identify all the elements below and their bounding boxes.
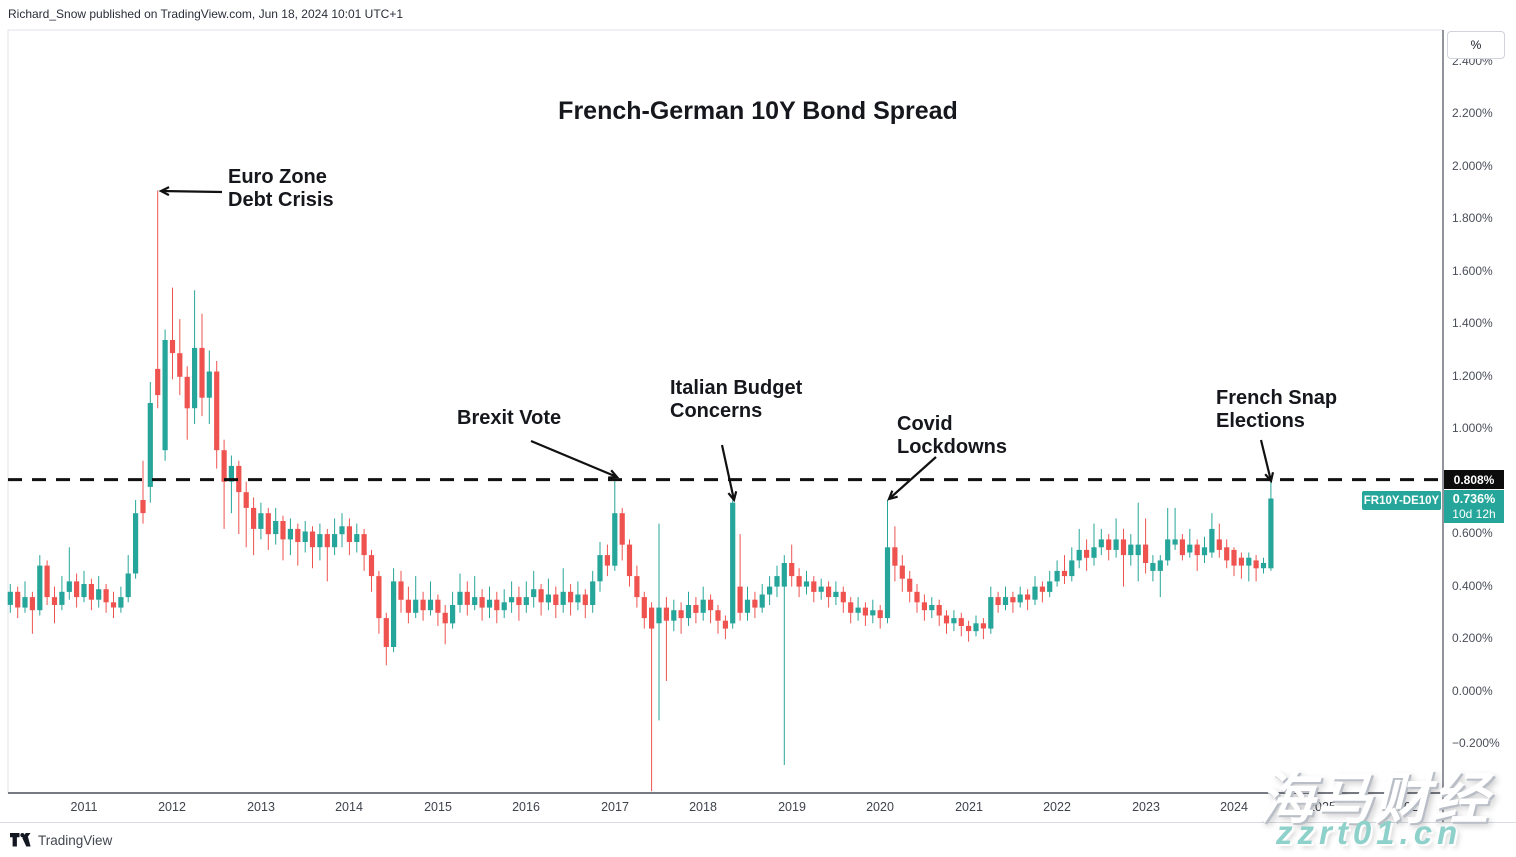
time-axis-label: 2013 [247, 800, 275, 814]
annotation-text-line: Concerns [670, 400, 763, 422]
bar-countdown: 10d 12h [1452, 506, 1496, 521]
price-axis-label: 0.200% [1452, 631, 1493, 645]
price-axis-label: 0.400% [1452, 579, 1493, 593]
time-axis-label: 2016 [512, 800, 540, 814]
pane-borders [7, 29, 1444, 822]
footer-bar: TradingView [0, 822, 1516, 857]
time-axis-label: 2017 [601, 800, 629, 814]
tradingview-logo-icon[interactable] [10, 832, 31, 848]
annotation-text-line: Lockdowns [897, 436, 1008, 458]
time-axis-label: 2011 [70, 800, 98, 814]
price-axis-label: 1.000% [1452, 421, 1493, 435]
price-axis-label: 0.000% [1452, 684, 1493, 698]
annotation-brexit-vote: Brexit Vote [457, 407, 561, 430]
price-axis-label: 1.800% [1452, 211, 1493, 225]
time-axis-label: 2015 [424, 800, 452, 814]
candlesticks[interactable] [7, 190, 1274, 792]
annotation-arrows [158, 186, 1275, 503]
annotation-text-line: French Snap [1216, 387, 1338, 409]
time-axis-label: 2025 [1308, 800, 1336, 814]
percent-unit-button[interactable]: % [1447, 31, 1505, 59]
watermark-chinese: 海马财经 [1258, 767, 1490, 830]
price-axis-label: 2.200% [1452, 106, 1493, 120]
annotation-text-line: Elections [1216, 410, 1305, 432]
annotation-text-line: Italian Budget [670, 377, 803, 399]
time-axis-label: 2021 [955, 800, 983, 814]
time-axis-label: 2018 [689, 800, 717, 814]
chart-title: French-German 10Y Bond Spread [558, 97, 958, 125]
time-axis-label: 2024 [1220, 800, 1248, 814]
annotation-euro-zone-debt-crisis: Euro Zone Debt Crisis [228, 166, 334, 212]
price-axis-label: 1.600% [1452, 264, 1493, 278]
time-axis-label: 2014 [335, 800, 363, 814]
annotation-text-line: Covid [897, 413, 953, 435]
byline: Richard_Snow published on TradingView.co… [8, 7, 404, 21]
dashed-level-price-badge: 0.808% [1444, 470, 1504, 489]
last-price-value: 0.736% [1452, 491, 1496, 506]
annotation-french-snap-elections: French Snap Elections [1216, 387, 1337, 433]
price-axis-label: 1.400% [1452, 316, 1493, 330]
time-axis-label: 2020 [866, 800, 894, 814]
annotation-text-line: Euro Zone [228, 166, 327, 188]
time-axis-label: 2012 [158, 800, 186, 814]
annotation-text-line: Brexit Vote [457, 407, 562, 429]
last-price-badge: 0.736% 10d 12h [1444, 490, 1504, 523]
annotation-text-line: Debt Crisis [228, 189, 334, 211]
time-axis-label: 2023 [1132, 800, 1160, 814]
series-price-label[interactable]: FR10Y-DE10Y [1362, 491, 1441, 510]
watermark-url: zzrt01.cn [1276, 814, 1463, 851]
time-axis-label: 2022 [1043, 800, 1071, 814]
tradingview-brand-link[interactable]: TradingView [38, 832, 113, 848]
annotation-covid-lockdowns: Covid Lockdowns [897, 413, 1007, 459]
price-axis-label: 0.600% [1452, 526, 1493, 540]
price-axis-label: −0.200% [1452, 736, 1500, 750]
price-axis-label: 1.200% [1452, 369, 1493, 383]
time-axis-label: 2019 [778, 800, 806, 814]
price-axis-label: 2.000% [1452, 159, 1493, 173]
time-axis-label: 2026 [1397, 800, 1425, 814]
annotation-italian-budget-concerns: Italian Budget Concerns [670, 377, 802, 423]
